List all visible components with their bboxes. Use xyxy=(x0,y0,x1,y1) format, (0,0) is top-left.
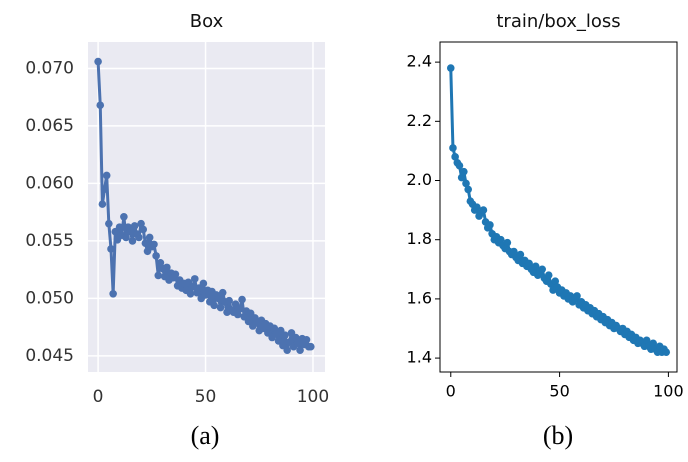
data-point xyxy=(150,240,158,249)
data-point xyxy=(291,333,300,342)
data-point xyxy=(210,301,218,310)
y-tick-label: 0.045 xyxy=(25,346,74,366)
y-tick-label: 2.2 xyxy=(407,111,432,130)
y-tick-label: 1.4 xyxy=(407,348,432,367)
data-point xyxy=(455,161,464,170)
data-point xyxy=(154,271,163,280)
data-point xyxy=(186,290,195,298)
caption: (a) xyxy=(191,421,220,450)
data-point xyxy=(642,336,651,345)
data-point xyxy=(446,64,455,72)
data-point xyxy=(538,265,546,274)
data-point xyxy=(307,342,315,351)
y-tick-label: 2.0 xyxy=(407,170,432,189)
data-point xyxy=(573,292,581,300)
data-point xyxy=(96,101,105,110)
data-point xyxy=(460,167,468,176)
data-point xyxy=(120,212,128,221)
data-point xyxy=(188,283,197,291)
data-point xyxy=(218,288,227,297)
data-point xyxy=(662,348,671,356)
data-point xyxy=(503,238,512,247)
data-point xyxy=(139,225,148,234)
chart-title: Box xyxy=(190,11,224,32)
data-point xyxy=(225,296,233,305)
data-point xyxy=(649,339,657,348)
y-tick-label: 2.4 xyxy=(407,52,432,71)
data-point xyxy=(105,219,113,228)
data-point xyxy=(102,171,111,180)
data-point xyxy=(122,233,130,242)
data-point xyxy=(156,258,165,267)
data-point xyxy=(497,235,505,244)
data-point xyxy=(128,237,137,245)
data-point xyxy=(199,279,208,288)
data-point xyxy=(214,294,223,303)
data-point xyxy=(302,336,311,344)
data-point xyxy=(94,57,102,66)
y-tick-label: 1.6 xyxy=(407,288,432,307)
x-tick-label: 0 xyxy=(93,387,104,407)
data-point xyxy=(281,331,289,340)
data-point xyxy=(464,185,472,194)
data-point xyxy=(135,233,143,242)
data-point xyxy=(145,233,154,242)
data-point xyxy=(270,324,279,333)
data-point xyxy=(238,295,246,304)
data-point xyxy=(141,239,150,248)
data-point xyxy=(190,275,199,283)
data-point xyxy=(473,203,481,211)
data-point xyxy=(283,346,291,354)
data-point xyxy=(510,247,518,256)
data-point xyxy=(486,221,494,229)
y-tick-label: 0.055 xyxy=(25,231,74,251)
x-tick-label: 50 xyxy=(195,387,217,407)
data-point xyxy=(109,290,117,298)
data-point xyxy=(551,277,560,285)
x-tick-label: 50 xyxy=(549,382,569,401)
data-point xyxy=(233,310,242,319)
data-point xyxy=(163,263,171,272)
y-tick-label: 0.070 xyxy=(25,58,74,78)
plot-area xyxy=(88,42,325,372)
y-tick-label: 0.060 xyxy=(25,173,74,193)
y-tick-label: 0.050 xyxy=(25,288,74,308)
y-tick-label: 0.065 xyxy=(25,116,74,136)
data-point xyxy=(98,200,107,208)
data-point xyxy=(152,252,160,260)
data-point xyxy=(516,250,525,259)
data-point xyxy=(296,346,304,354)
data-point xyxy=(451,153,459,161)
x-tick-label: 0 xyxy=(446,382,456,401)
data-point xyxy=(137,219,145,228)
caption: (b) xyxy=(543,421,573,450)
data-point xyxy=(100,185,109,193)
data-point xyxy=(531,262,540,271)
x-tick-label: 100 xyxy=(297,387,329,407)
data-point xyxy=(216,303,225,312)
data-point xyxy=(457,173,466,182)
y-tick-label: 1.8 xyxy=(407,229,432,248)
data-point xyxy=(449,144,457,152)
data-point xyxy=(171,270,180,279)
data-point xyxy=(525,259,533,268)
data-point xyxy=(462,179,470,188)
x-tick-label: 100 xyxy=(653,382,684,401)
data-point xyxy=(479,206,488,214)
data-point xyxy=(126,227,135,236)
data-point xyxy=(107,245,115,253)
chart-title: train/box_loss xyxy=(496,11,620,32)
data-point xyxy=(115,223,124,231)
data-point xyxy=(130,222,139,230)
data-point xyxy=(544,271,553,280)
data-point xyxy=(236,304,244,313)
